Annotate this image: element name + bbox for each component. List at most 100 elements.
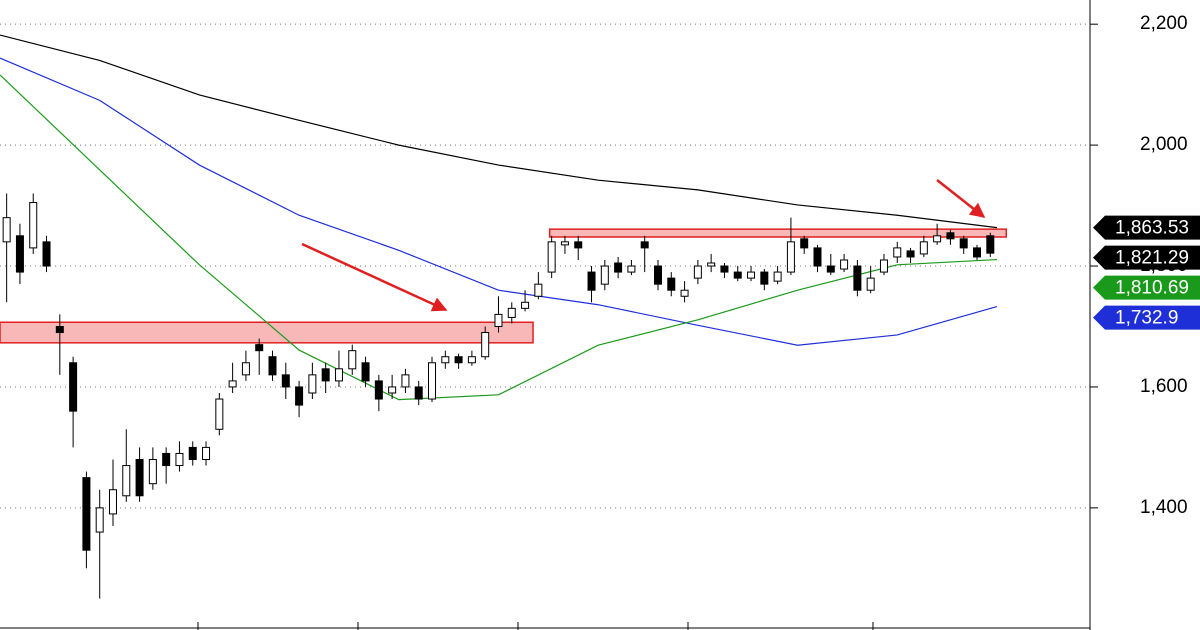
candle-body: [108, 489, 117, 515]
price-badge: 1,732.9: [1093, 305, 1200, 330]
arrow: [301, 242, 448, 312]
candle-body: [720, 265, 729, 273]
price-badge: 1,821.29: [1093, 245, 1200, 270]
candle-body: [906, 250, 915, 258]
candle-body: [268, 356, 277, 376]
candle-body: [614, 262, 623, 273]
candle-body: [295, 386, 304, 406]
resistance-zone: [548, 228, 1008, 238]
candle-body: [175, 452, 184, 467]
candle-body: [42, 241, 51, 267]
candle-body: [374, 380, 383, 400]
candle-body: [521, 301, 530, 309]
price-badge: 1,863.53: [1093, 215, 1200, 240]
candle-body: [414, 386, 423, 400]
candle-body: [826, 265, 835, 273]
candle-body: [69, 362, 78, 412]
resistance-zone: [0, 321, 534, 344]
y-tick-label: 2,000: [1140, 134, 1188, 155]
x-ticks: [197, 622, 874, 630]
candle-body: [55, 325, 64, 334]
candle-body: [388, 386, 397, 394]
candle-body: [853, 265, 862, 291]
candle-body: [308, 374, 317, 394]
price-badge: 1,810.69: [1093, 275, 1200, 300]
candle-body: [534, 283, 543, 297]
candle-body: [587, 271, 596, 291]
candle-body: [693, 265, 702, 279]
candle-body: [215, 398, 224, 430]
candle-body: [348, 350, 357, 370]
candle-body: [640, 241, 649, 249]
y-tick-label: 1,400: [1140, 497, 1188, 518]
candle-body: [494, 313, 503, 327]
candle-body: [334, 368, 343, 382]
candle-body: [840, 259, 849, 270]
price-badge-bg: [1093, 275, 1200, 300]
candle-body: [162, 452, 171, 467]
candle-body: [241, 362, 250, 376]
candle-body: [600, 265, 609, 285]
price-badge-bg: [1093, 305, 1200, 330]
candle-body: [507, 307, 516, 318]
candle-body: [760, 271, 769, 285]
candle-body: [361, 362, 370, 382]
candle-body: [481, 332, 490, 358]
candle-body: [786, 241, 795, 273]
candle-body: [800, 238, 809, 249]
candle-body: [255, 344, 264, 352]
candle-body: [428, 362, 437, 400]
candle-body: [653, 265, 662, 285]
candle-body: [148, 459, 157, 485]
y-tick-label: 2,200: [1140, 13, 1188, 34]
candle-body: [547, 241, 556, 273]
candle-body: [401, 374, 410, 388]
price-badge-bg: [1093, 245, 1200, 270]
arrow: [936, 179, 986, 218]
candle-body: [560, 241, 569, 246]
candle-body: [281, 374, 290, 388]
price-badge-bg: [1093, 215, 1200, 240]
candle-body: [627, 265, 636, 273]
candle-body: [135, 459, 144, 497]
candle-body: [321, 368, 330, 382]
candle-body: [454, 356, 463, 364]
price-badge-label: 1,863.53: [1115, 218, 1189, 239]
candle-body: [773, 271, 782, 282]
candle-body: [574, 241, 583, 249]
candle-body: [919, 241, 928, 255]
candle-body: [29, 202, 38, 249]
moving-average: [0, 57, 998, 346]
candle-body: [122, 465, 131, 497]
candle-body: [467, 356, 476, 364]
candle-body: [228, 380, 237, 388]
candle-body: [893, 247, 902, 258]
moving-average: [0, 34, 998, 229]
candle-body: [188, 446, 197, 461]
candle-body: [946, 232, 955, 240]
candle-body: [667, 277, 676, 291]
candle-body: [202, 446, 211, 461]
candle-body: [973, 247, 982, 258]
candle-body: [959, 238, 968, 249]
candle-body: [747, 271, 756, 279]
candle-body: [986, 235, 995, 254]
candle-body: [866, 277, 875, 291]
candle-body: [879, 259, 888, 273]
candle-body: [733, 271, 742, 279]
price-badge-label: 1,821.29: [1115, 248, 1189, 269]
candle-body: [813, 247, 822, 267]
candle-body: [95, 507, 104, 533]
price-badge-label: 1,732.9: [1115, 308, 1178, 329]
moving-average: [0, 74, 997, 401]
candle-body: [441, 356, 450, 364]
candle-body: [680, 289, 689, 297]
price-badge-label: 1,810.69: [1115, 278, 1189, 299]
candle-body: [2, 217, 11, 243]
candle-body: [933, 235, 942, 243]
y-tick-label: 1,600: [1140, 376, 1188, 397]
candle-body: [82, 477, 91, 551]
candle-body: [15, 235, 24, 273]
